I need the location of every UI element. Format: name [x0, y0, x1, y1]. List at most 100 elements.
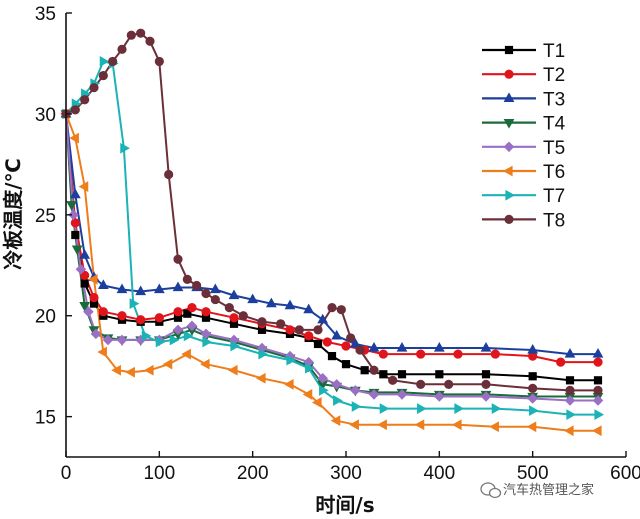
legend-label: T8: [543, 210, 565, 231]
data-point-t1: [183, 309, 192, 318]
data-point-t6: [111, 364, 121, 376]
data-point-t6: [349, 419, 359, 431]
data-point-t2: [593, 357, 603, 367]
x-tick-label: 0: [61, 463, 72, 484]
data-point-t8: [257, 317, 267, 327]
data-point-t8: [108, 56, 118, 67]
x-tick-label: 600: [610, 463, 640, 484]
legend: T1 T2 T3 T4 T5 T6 T7 T8: [482, 41, 566, 231]
data-point-t8: [210, 294, 220, 305]
watermark: 汽车热管理之家: [480, 482, 594, 499]
data-point-t7: [454, 403, 465, 414]
x-tick-label: 400: [423, 463, 455, 484]
data-point-t8: [173, 254, 183, 264]
data-point-t3: [209, 283, 221, 294]
data-point-t7: [594, 409, 605, 421]
data-point-t2: [201, 307, 211, 317]
data-point-t3: [79, 249, 91, 259]
data-point-t7: [155, 336, 166, 348]
data-point-t7: [351, 401, 362, 412]
data-point-t6: [227, 364, 238, 376]
data-point-t2: [98, 307, 108, 317]
data-point-t5: [116, 334, 128, 346]
legend-label: T5: [543, 138, 565, 159]
data-point-t6: [377, 419, 387, 431]
data-point-t3: [116, 283, 128, 294]
data-point-t8: [192, 280, 202, 291]
series-line-t7: [65, 60, 598, 416]
data-point-t1: [593, 376, 603, 385]
data-point-t3: [303, 303, 315, 314]
data-point-t2: [378, 349, 388, 359]
data-point-t7: [183, 330, 194, 342]
data-point-t6: [563, 425, 574, 437]
x-tick-label: 100: [143, 463, 175, 484]
legend-item-t5: T5: [482, 138, 565, 159]
data-point-t2: [187, 303, 197, 313]
data-point-t7: [141, 330, 152, 342]
data-point-t6: [87, 274, 98, 285]
data-point-t8: [89, 83, 99, 93]
legend-label: T4: [543, 114, 566, 135]
watermark-text: 汽车热管理之家: [503, 482, 594, 498]
legend-item-t8: T8: [482, 210, 565, 231]
data-point-t2: [229, 313, 239, 323]
data-point-t7: [230, 340, 241, 352]
data-point-t1: [435, 370, 444, 379]
data-point-t7: [379, 403, 390, 414]
data-point-t3: [349, 337, 361, 348]
data-point-t1: [481, 370, 491, 379]
legend-swatch-marker: [503, 92, 515, 102]
data-point-t2: [80, 270, 90, 280]
data-point-t3: [284, 299, 296, 310]
data-point-t5: [350, 385, 361, 396]
legend-swatch-marker: [503, 141, 515, 153]
data-point-t2: [453, 349, 463, 359]
data-point-t7: [258, 348, 269, 360]
data-point-t3: [368, 341, 380, 352]
data-point-t7: [305, 362, 315, 374]
data-point-t5: [68, 209, 79, 221]
data-point-t8: [145, 36, 155, 46]
wechat-icon: [480, 482, 502, 499]
data-point-t5: [83, 306, 94, 317]
data-point-t3: [69, 188, 81, 199]
series-markers-t6: [59, 108, 602, 437]
legend-label: T2: [543, 65, 565, 86]
y-ticks: 15 20 25 30 35: [35, 4, 72, 429]
data-point-t8: [294, 325, 304, 335]
data-point-t8: [201, 288, 211, 299]
legend-swatch-marker: [503, 119, 515, 129]
x-tick-label: 200: [237, 463, 269, 484]
data-point-t7: [319, 385, 329, 396]
data-point-t8: [126, 30, 136, 40]
data-point-t6: [489, 421, 499, 433]
data-point-t6: [69, 132, 79, 144]
data-point-t6: [125, 366, 135, 378]
data-point-t1: [397, 370, 407, 379]
data-point-t4: [66, 201, 77, 211]
data-point-t7: [120, 142, 130, 154]
data-point-t5: [368, 389, 380, 400]
legend-item-t1: T1: [482, 41, 565, 62]
data-point-t6: [311, 397, 322, 408]
data-point-t1: [565, 376, 575, 385]
data-point-t1: [528, 372, 537, 381]
data-point-t3: [396, 341, 408, 352]
data-point-t8: [136, 28, 146, 38]
data-point-t3: [97, 279, 109, 290]
data-point-t5: [527, 393, 538, 404]
data-point-t5: [75, 264, 87, 275]
data-point-t6: [283, 378, 294, 390]
data-point-t8: [154, 56, 164, 67]
data-point-t8: [369, 365, 379, 375]
data-point-t8: [98, 70, 108, 81]
legend-label: T6: [543, 162, 565, 183]
data-point-t5: [480, 391, 492, 402]
data-point-t7: [99, 56, 110, 67]
data-point-t6: [255, 372, 266, 384]
data-point-t3: [317, 313, 329, 324]
data-point-t7: [169, 334, 180, 346]
data-point-t1: [360, 366, 369, 375]
